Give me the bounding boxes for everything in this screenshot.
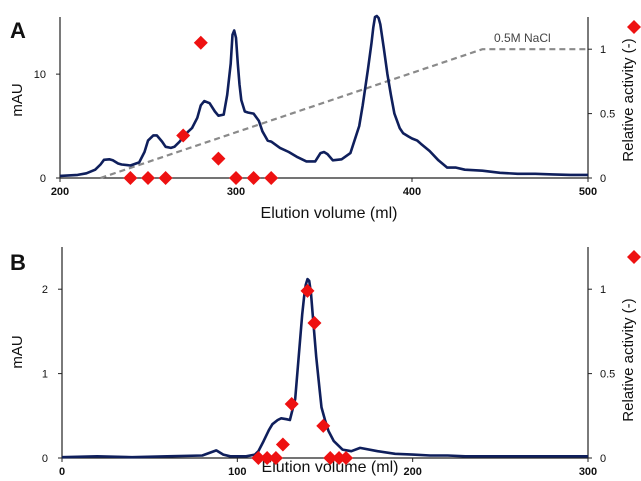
activity-point bbox=[264, 171, 278, 185]
x-tick-label: 100 bbox=[228, 466, 246, 476]
activity-point bbox=[141, 171, 155, 185]
y-tick-label: 10 bbox=[34, 69, 46, 81]
activity-point bbox=[285, 397, 299, 411]
activity-legend-marker bbox=[627, 20, 641, 34]
x-tick-label: 300 bbox=[579, 466, 597, 476]
y2-tick-label: 1 bbox=[600, 284, 606, 296]
panel-letter-b: B bbox=[10, 250, 26, 275]
activity-point bbox=[276, 437, 290, 451]
x-tick-label: 300 bbox=[227, 186, 245, 198]
x-tick-label: 0 bbox=[59, 466, 65, 476]
y2-axis-label: Relative activity (-) bbox=[620, 38, 637, 161]
y2-tick-label: 0.5 bbox=[600, 109, 615, 121]
x-axis-label: Elution volume (ml) bbox=[261, 205, 398, 222]
y2-axis-label: Relative activity (-) bbox=[620, 298, 637, 421]
activity-point bbox=[229, 171, 243, 185]
x-tick-label: 400 bbox=[403, 186, 421, 198]
y2-tick-label: 0.5 bbox=[600, 369, 615, 381]
activity-point bbox=[123, 171, 137, 185]
panel-letter-a: A bbox=[10, 18, 26, 43]
y-tick-label: 0 bbox=[42, 453, 48, 465]
x-tick-label: 200 bbox=[403, 466, 421, 476]
activity-point bbox=[159, 171, 173, 185]
x-tick-label: 200 bbox=[51, 186, 69, 198]
y-axis-label: mAU bbox=[9, 83, 26, 116]
x-tick-label: 500 bbox=[579, 186, 597, 198]
activity-point bbox=[247, 171, 261, 185]
activity-point bbox=[194, 36, 208, 50]
gradient-annotation: 0.5M NaCl bbox=[494, 31, 551, 45]
y2-tick-label: 0 bbox=[600, 453, 606, 465]
y-tick-label: 0 bbox=[40, 173, 46, 185]
y-tick-label: 2 bbox=[42, 284, 48, 296]
y2-tick-label: 1 bbox=[600, 44, 606, 56]
y-tick-label: 1 bbox=[42, 369, 48, 381]
activity-legend-marker bbox=[627, 250, 641, 264]
activity-point bbox=[211, 152, 225, 166]
y-axis-label: mAU bbox=[9, 335, 26, 368]
activity-point bbox=[307, 316, 321, 330]
y2-tick-label: 0 bbox=[600, 173, 606, 185]
